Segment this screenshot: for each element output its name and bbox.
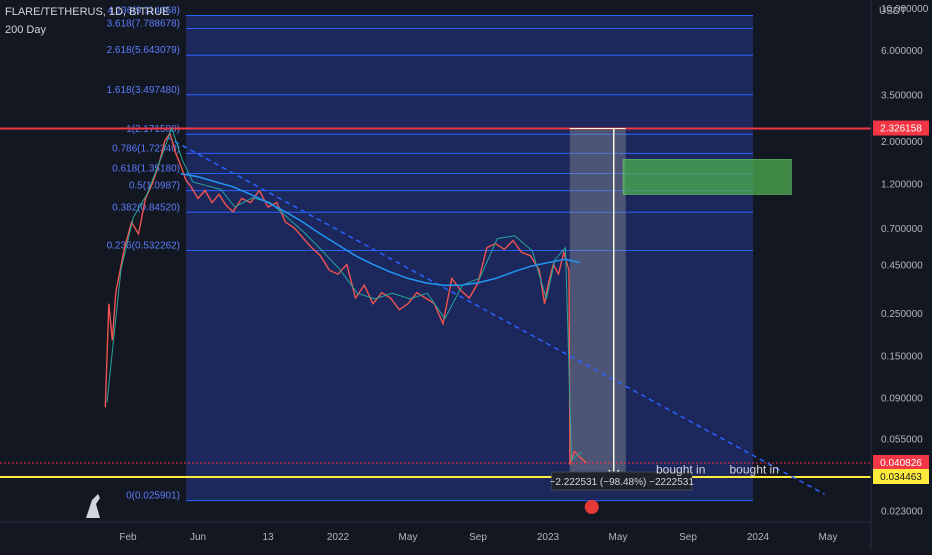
price-tag-last [873,454,929,470]
bought-in-annotation: bought in [730,463,779,477]
fib-level-label: 2.618(5.643079) [107,45,180,56]
event-marker-icon [584,500,599,514]
currency-label: USDT [879,6,906,17]
x-tick-label: May [609,532,628,543]
x-tick-label: 2024 [747,532,770,543]
y-tick-label: 0.700000 [881,224,923,235]
fib-level-label: 1(2.171500) [126,124,180,135]
ma-200-line [180,172,580,286]
x-tick-label: 2022 [327,532,350,543]
measure-box [569,128,626,478]
y-tick-label: 6.000000 [881,46,923,57]
indicator-label: 200 Day [5,24,46,36]
x-tick-label: Sep [469,532,487,543]
x-tick-label: 2023 [537,532,560,543]
x-tick-label: Jun [190,532,206,543]
y-tick-label: 3.500000 [881,91,923,102]
x-tick-label: 13 [262,532,274,543]
price-series [104,131,587,465]
y-tick-label: 1.200000 [881,179,923,190]
y-tick-label: 0.055000 [881,434,923,445]
x-tick-label: May [819,532,838,543]
y-tick-label: 0.250000 [881,309,923,320]
fib-level-label: 0(0.025901) [126,491,180,502]
fib-level-label: 0.236(0.532262) [107,241,180,252]
measure-label-bg [551,471,693,491]
fib-level-label: 3.618(7.788678) [107,19,180,30]
fib-level-label: 4.236(9.114658) [107,6,180,17]
x-tick-label: Feb [119,532,137,543]
fib-level-label: 0.5(1.0987) [129,181,180,192]
logo-icon [86,494,100,518]
y-tick-label: 10.000000 [881,4,929,15]
price-tag-support [873,469,929,485]
bought-in-annotation: bought in [656,463,705,477]
y-tick-label: 0.150000 [881,351,923,362]
y-tick-label: 0.023000 [881,506,923,517]
y-tick-label: 0.450000 [881,260,923,271]
fib-level-label: 0.382(0.84520) [112,202,180,213]
measure-label: −2.222531 (−98.48%) −2222531 [550,477,695,488]
fib-level-label: 0.786(1.72340) [112,143,180,154]
trend-line [166,136,825,495]
fib-level-label: 0.618(1.35180) [112,163,180,174]
price-tag-label-support: 0.034463 [880,472,922,483]
fib-background [186,15,753,501]
fib-level-label: 1.618(3.497480) [107,85,180,96]
price-series-green [106,126,582,461]
x-tick-label: May [399,532,418,543]
x-tick-label: Sep [679,532,697,543]
price-tag-label-high: 2.326158 [880,124,922,135]
symbol-title: FLARE/TETHERUS, 1D, BITRUE [5,6,170,18]
y-tick-label: 0.090000 [881,394,923,405]
y-tick-label: 2.000000 [881,137,923,148]
target-zone [622,158,792,195]
price-tag-high [873,120,929,136]
price-tag-label-last: 0.040826 [880,458,922,469]
